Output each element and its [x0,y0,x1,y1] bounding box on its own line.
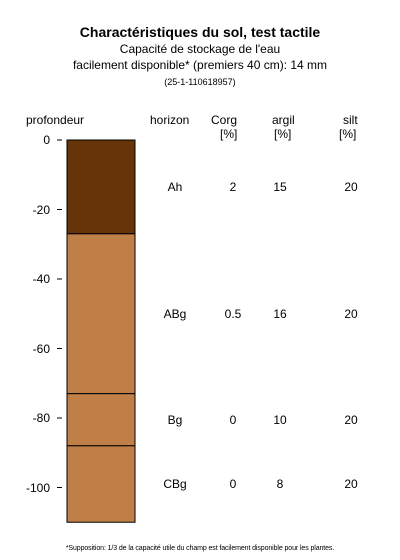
clay-unit-label: [%] [274,127,292,141]
horizon-band-bg [66,393,136,447]
clay-value: 10 [273,412,287,427]
depth-tick-label: -80 [32,411,50,425]
silt-value: 20 [344,412,358,427]
horizon-band-abg [66,233,136,395]
silt-value: 20 [344,477,358,492]
corg-unit-label: [%] [220,127,238,141]
depth-tick-label: -60 [32,341,50,356]
clay-value: 8 [276,477,284,492]
horizon-band-ah [66,139,136,235]
corg-value: 0 [229,477,237,492]
depth-column-header: profondeur [26,113,85,127]
depth-tick-label: -20 [32,202,50,217]
footnote: *Supposition: 1/3 de la capacité utile d… [65,545,335,552]
depth-tick-label: -40 [32,272,50,286]
corg-value: 0 [229,412,237,427]
horizon-column-header: horizon [150,113,190,127]
corg-column-header: Corg [211,113,238,127]
silt-value: 20 [344,306,358,321]
horizon-name: ABg [163,306,187,321]
clay-value: 15 [273,179,287,194]
clay-value: 16 [273,306,287,321]
depth-tick-label: -100 [25,480,50,495]
subtitle-line-2: facilement disponible* (premiers 40 cm):… [72,58,328,72]
subtitle-line-1: Capacité de stockage de l'eau [119,42,281,56]
horizon-band-cbg [66,445,136,523]
silt-unit-label: [%] [339,127,357,141]
silt-column-header: silt [343,113,358,127]
horizon-name: Bg [167,412,183,427]
horizon-name: CBg [163,477,187,492]
corg-value: 2 [229,179,237,194]
corg-value: 0.5 [224,306,242,321]
chart-title: Charactéristiques du sol, test tactile [79,24,321,40]
horizon-name: Ah [167,179,183,194]
depth-tick-label: 0 [43,133,50,147]
sample-id: (25-1-110618957) [164,77,236,87]
clay-column-header: argil [272,113,295,127]
silt-value: 20 [344,179,358,194]
